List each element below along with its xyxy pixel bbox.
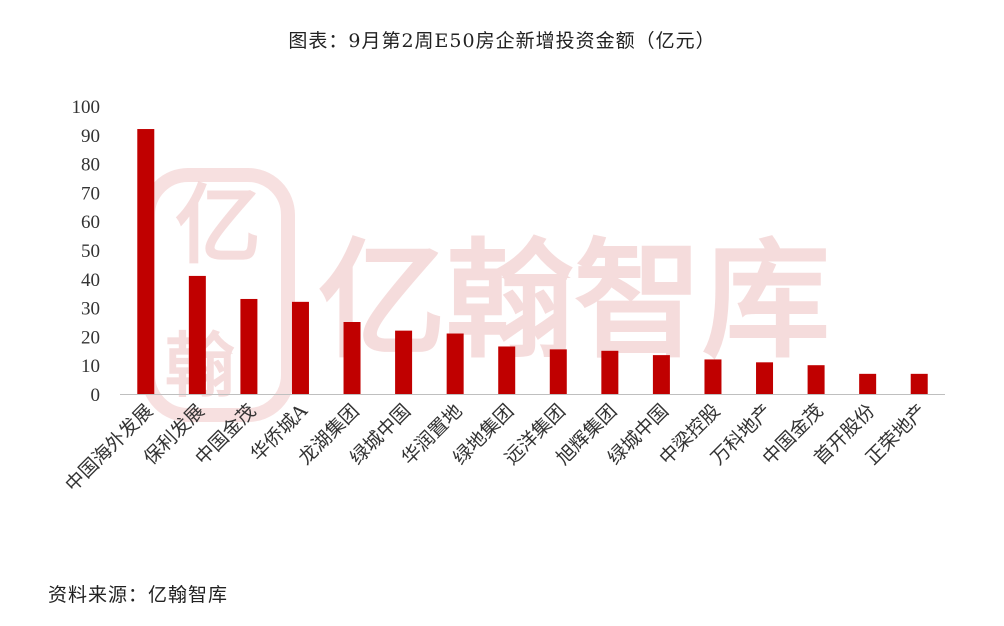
y-tick-label: 60 xyxy=(81,212,100,233)
y-axis: 0 10 20 30 40 50 60 70 80 90 100 xyxy=(72,97,101,406)
bar xyxy=(859,373,877,394)
bar xyxy=(549,349,567,394)
bar xyxy=(910,373,928,394)
bar xyxy=(756,362,774,394)
bar xyxy=(652,355,670,394)
bar xyxy=(291,301,309,394)
bar xyxy=(807,365,825,394)
bar xyxy=(601,350,619,394)
bar xyxy=(395,330,413,394)
bar xyxy=(188,275,206,394)
y-tick-label: 70 xyxy=(81,183,100,204)
bar xyxy=(704,359,722,394)
chart-title: 图表：9月第2周E50房企新增投资金额（亿元） xyxy=(288,30,716,52)
watermark-text: 亿翰智库 xyxy=(318,227,830,376)
x-tick-label: 中国海外发展 xyxy=(61,400,157,496)
bar xyxy=(446,333,464,394)
y-tick-label: 20 xyxy=(81,327,100,348)
bar xyxy=(137,129,155,395)
bars xyxy=(137,129,928,395)
y-tick-label: 10 xyxy=(81,356,100,377)
y-tick-label: 90 xyxy=(81,126,100,147)
y-tick-label: 0 xyxy=(91,385,101,406)
watermark-logo-char-1: 亿 xyxy=(175,176,261,276)
y-tick-label: 100 xyxy=(72,97,101,118)
source-note: 资料来源：亿翰智库 xyxy=(48,584,229,606)
bar xyxy=(498,346,516,394)
bar xyxy=(240,298,258,394)
y-tick-label: 50 xyxy=(81,241,100,262)
x-axis-labels: 中国海外发展保利发展中国金茂华侨城A龙湖集团绿城中国华润置地绿地集团远洋集团旭辉… xyxy=(61,400,931,496)
y-tick-label: 80 xyxy=(81,155,100,176)
y-tick-label: 40 xyxy=(81,270,100,291)
y-tick-label: 30 xyxy=(81,299,100,320)
bar xyxy=(343,322,361,394)
